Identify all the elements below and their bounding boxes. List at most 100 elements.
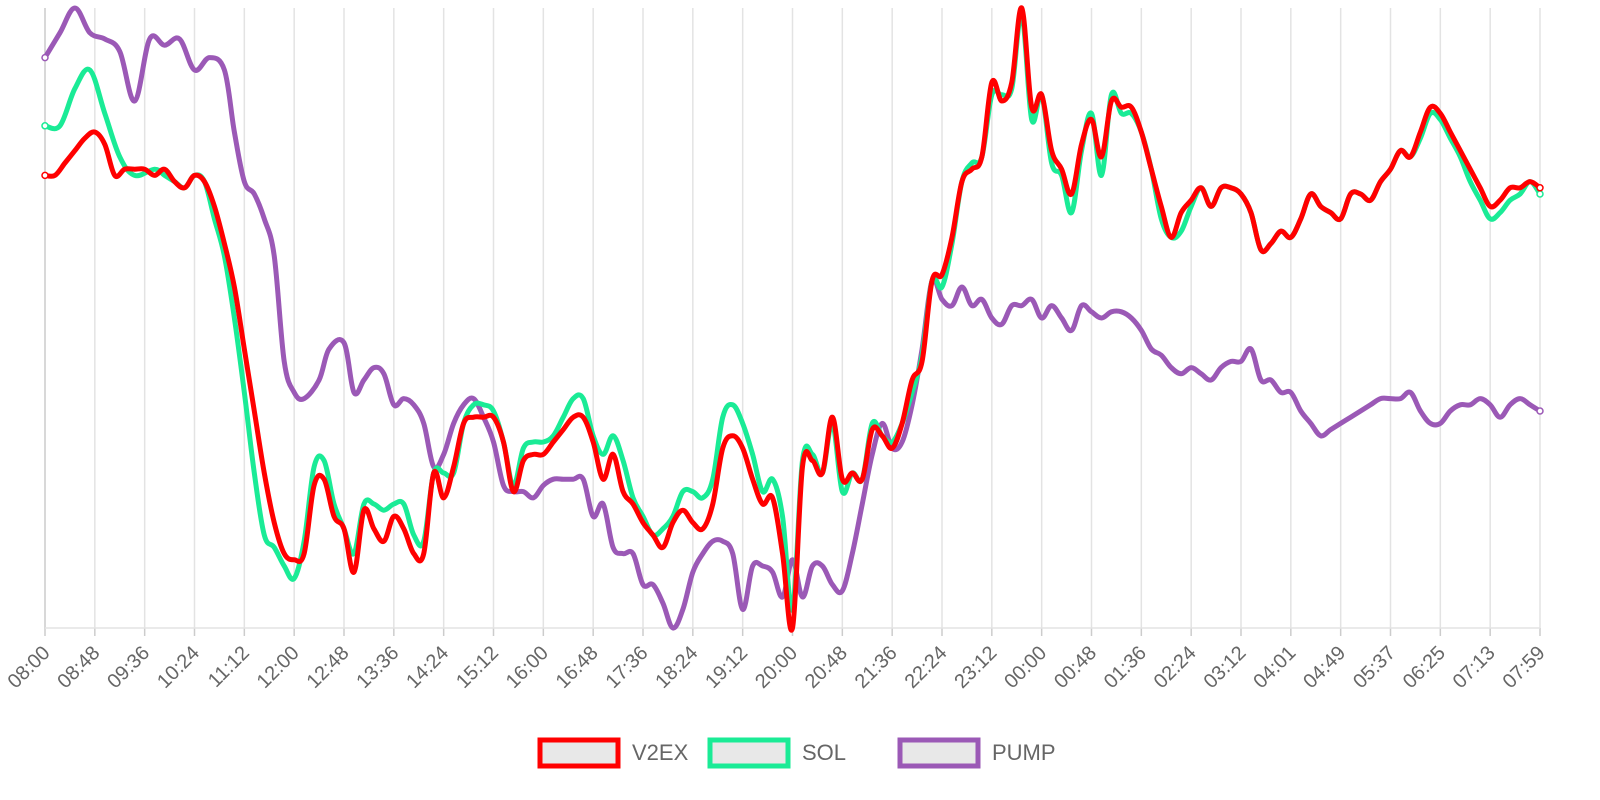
data-point — [710, 477, 715, 482]
data-point — [979, 297, 984, 302]
data-point — [162, 43, 167, 48]
data-point — [327, 347, 332, 351]
data-point — [1248, 347, 1253, 351]
data-point — [1478, 185, 1483, 190]
data-point — [202, 179, 207, 184]
data-point — [1129, 105, 1134, 110]
data-point — [770, 495, 775, 500]
data-point — [601, 502, 606, 506]
data-point — [1398, 396, 1403, 401]
data-point — [760, 489, 765, 494]
legend-swatch — [897, 737, 981, 769]
data-point — [989, 316, 994, 320]
data-point — [102, 111, 107, 116]
data-point — [361, 502, 366, 506]
data-point — [940, 297, 944, 302]
data-point — [322, 458, 327, 463]
data-point — [1019, 6, 1024, 10]
data-point — [969, 167, 974, 172]
data-point — [621, 551, 626, 556]
x-tick-label: 04:01 — [1249, 642, 1300, 693]
data-point — [192, 68, 197, 72]
data-point — [700, 495, 705, 500]
data-point — [920, 359, 925, 364]
data-point — [57, 123, 62, 128]
data-point — [1009, 303, 1014, 308]
data-point — [62, 161, 67, 165]
data-point — [1029, 105, 1034, 110]
data-point — [1119, 309, 1124, 314]
data-point — [1308, 192, 1313, 196]
data-point — [1298, 216, 1303, 221]
data-point — [147, 37, 152, 41]
data-point — [860, 477, 865, 482]
data-point — [1518, 185, 1523, 190]
data-point — [1368, 402, 1373, 407]
data-point — [361, 378, 366, 382]
data-point — [411, 533, 416, 537]
data-point — [670, 520, 675, 525]
data-point — [1318, 204, 1323, 209]
data-point — [1508, 198, 1513, 203]
data-point — [162, 173, 167, 178]
data-point — [1348, 415, 1353, 420]
data-point — [581, 396, 586, 401]
x-tick-label: 04:49 — [1299, 642, 1350, 693]
data-point — [381, 539, 386, 544]
data-point — [601, 477, 606, 482]
data-point — [1388, 167, 1393, 172]
data-point — [571, 477, 576, 482]
data-point — [351, 570, 356, 575]
data-point — [1498, 210, 1503, 215]
data-point — [312, 464, 317, 469]
data-point — [1029, 117, 1034, 122]
data-point — [282, 551, 287, 556]
data-point — [182, 185, 187, 190]
x-tick-label: 08:48 — [53, 642, 104, 693]
data-point — [1268, 241, 1273, 246]
data-point — [1418, 409, 1423, 413]
data-point — [1069, 210, 1074, 215]
x-tick-label: 00:48 — [1050, 642, 1101, 693]
data-point — [680, 607, 685, 612]
data-point — [441, 452, 446, 457]
data-point — [252, 192, 257, 196]
data-point — [660, 601, 665, 606]
data-point — [810, 564, 815, 568]
data-point — [1029, 297, 1034, 302]
data-point — [700, 551, 705, 556]
data-point — [1039, 316, 1044, 320]
data-point — [401, 396, 406, 401]
data-point — [1478, 396, 1483, 401]
data-point — [481, 402, 486, 407]
data-point — [302, 396, 307, 401]
data-point — [72, 86, 77, 91]
x-tick-label: 11:12 — [204, 642, 254, 692]
data-point — [621, 489, 626, 494]
data-point — [232, 316, 237, 320]
data-point — [252, 471, 257, 475]
data-point — [1378, 396, 1383, 401]
data-point — [501, 483, 506, 488]
data-point — [740, 421, 745, 426]
data-point — [342, 526, 346, 531]
data-point — [381, 508, 386, 513]
data-point — [531, 495, 536, 500]
data-point — [1508, 402, 1513, 407]
data-point — [780, 514, 785, 519]
data-point — [1159, 204, 1164, 209]
data-point — [292, 576, 297, 581]
data-point — [561, 477, 566, 482]
data-point — [117, 49, 122, 54]
x-tick-label: 15:12 — [452, 642, 503, 693]
data-point — [391, 502, 396, 506]
data-point — [511, 489, 516, 494]
data-point — [1358, 409, 1363, 413]
data-point — [102, 37, 107, 41]
data-point — [680, 508, 685, 513]
data-point — [302, 551, 307, 556]
data-point — [262, 216, 267, 221]
data-point — [282, 564, 287, 568]
